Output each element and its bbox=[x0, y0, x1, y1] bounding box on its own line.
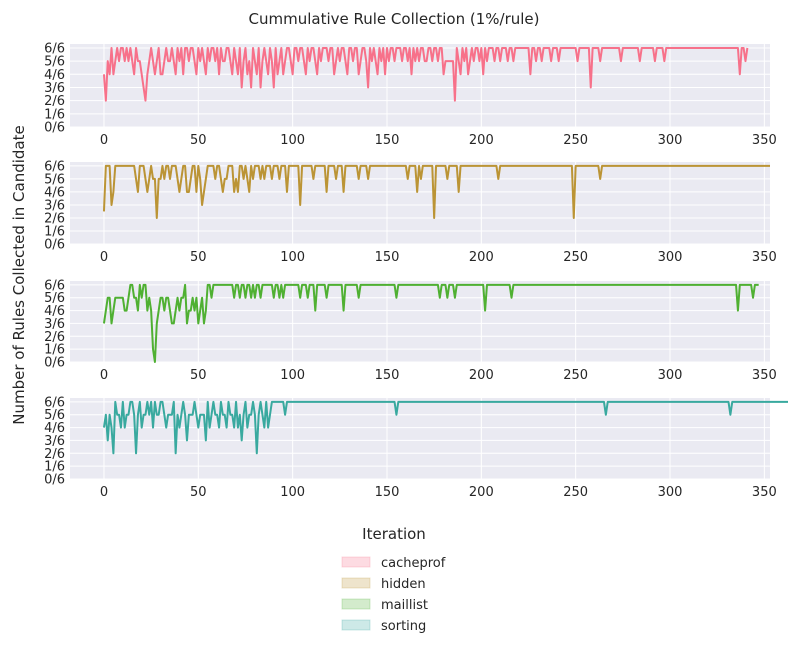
x-tick-label: 300 bbox=[658, 250, 683, 265]
x-tick-label: 250 bbox=[563, 250, 588, 265]
legend-swatch bbox=[341, 556, 371, 568]
y-tick-label: 2/6 bbox=[44, 330, 65, 345]
x-tick-label: 300 bbox=[658, 485, 683, 500]
x-tick-label: 250 bbox=[563, 133, 588, 148]
y-tick-label: 4/6 bbox=[44, 304, 65, 319]
panel-cacheprof: 0 50 100 150 200 250 300 350 0/61/62/63/64/65/66… bbox=[44, 41, 777, 148]
y-tick-label: 0/6 bbox=[44, 356, 65, 371]
y-tick-label: 0/6 bbox=[44, 473, 65, 488]
x-tick-label: 350 bbox=[752, 250, 777, 265]
x-tick-label: 100 bbox=[280, 485, 305, 500]
y-tick-label: 2/6 bbox=[44, 94, 65, 109]
x-tick-label: 50 bbox=[190, 250, 207, 265]
y-tick-label: 6/6 bbox=[44, 41, 65, 56]
x-tick-label: 0 bbox=[100, 250, 108, 265]
x-tick-label: 150 bbox=[375, 485, 400, 500]
legend-label: hidden bbox=[381, 577, 426, 592]
legend-label: maillist bbox=[381, 598, 428, 613]
panel-maillist: 0 50 100 150 200 250 300 350 0/61/62/63/64/65/66… bbox=[44, 278, 777, 383]
x-tick-label: 50 bbox=[190, 485, 207, 500]
y-tick-label: 3/6 bbox=[44, 198, 65, 213]
legend-item-cacheprof: cacheprof bbox=[341, 556, 446, 571]
x-tick-label: 0 bbox=[100, 485, 108, 500]
x-tick-label: 350 bbox=[752, 485, 777, 500]
legend-label: sorting bbox=[381, 619, 426, 634]
legend-item-hidden: hidden bbox=[341, 577, 426, 592]
x-tick-label: 150 bbox=[375, 250, 400, 265]
x-tick-label: 200 bbox=[469, 368, 494, 383]
y-tick-label: 6/6 bbox=[44, 278, 65, 293]
legend: cacheprof hidden maillist sorting bbox=[341, 556, 446, 634]
x-tick-label: 200 bbox=[469, 250, 494, 265]
x-tick-label: 250 bbox=[563, 368, 588, 383]
legend-item-sorting: sorting bbox=[341, 619, 426, 634]
legend-label: cacheprof bbox=[381, 556, 446, 571]
legend-item-maillist: maillist bbox=[341, 598, 428, 613]
y-axis-label: Number of Rules Collected in Candidate bbox=[10, 125, 28, 424]
y-tick-label: 1/6 bbox=[44, 224, 65, 239]
y-tick-label: 6/6 bbox=[44, 395, 65, 410]
legend-swatch bbox=[341, 598, 371, 610]
series-line-cacheprof bbox=[102, 46, 749, 102]
series-line-hidden bbox=[102, 164, 770, 219]
x-tick-label: 50 bbox=[190, 133, 207, 148]
x-tick-label: 350 bbox=[752, 133, 777, 148]
chart-title: Cummulative Rule Collection (1%/rule) bbox=[249, 10, 540, 28]
x-tick-label: 0 bbox=[100, 133, 108, 148]
y-tick-label: 0/6 bbox=[44, 121, 65, 136]
x-tick-label: 300 bbox=[658, 133, 683, 148]
legend-swatch bbox=[341, 619, 371, 631]
legend-swatch bbox=[341, 577, 371, 589]
y-tick-label: 0/6 bbox=[44, 238, 65, 253]
x-axis-label: Iteration bbox=[362, 525, 426, 543]
y-tick-label: 1/6 bbox=[44, 107, 65, 122]
x-tick-label: 250 bbox=[563, 485, 588, 500]
y-tick-label: 5/6 bbox=[44, 291, 65, 306]
x-tick-label: 50 bbox=[190, 368, 207, 383]
x-tick-label: 100 bbox=[280, 133, 305, 148]
y-tick-label: 4/6 bbox=[44, 185, 65, 200]
x-tick-label: 200 bbox=[469, 133, 494, 148]
y-tick-label: 4/6 bbox=[44, 421, 65, 436]
x-tick-label: 150 bbox=[375, 368, 400, 383]
y-tick-label: 2/6 bbox=[44, 447, 65, 462]
y-tick-label: 3/6 bbox=[44, 434, 65, 449]
series-line-sorting bbox=[102, 400, 788, 455]
panel-hidden: 0 50 100 150 200 250 300 350 0/61/62/63/64/65/66… bbox=[44, 159, 777, 265]
y-tick-label: 5/6 bbox=[44, 55, 65, 70]
x-tick-label: 150 bbox=[375, 133, 400, 148]
y-tick-label: 5/6 bbox=[44, 172, 65, 187]
y-tick-label: 4/6 bbox=[44, 68, 65, 83]
series-line-maillist bbox=[102, 283, 759, 363]
x-tick-label: 200 bbox=[469, 485, 494, 500]
y-tick-label: 3/6 bbox=[44, 317, 65, 332]
y-tick-label: 1/6 bbox=[44, 460, 65, 475]
x-tick-label: 300 bbox=[658, 368, 683, 383]
x-tick-label: 100 bbox=[280, 368, 305, 383]
y-tick-label: 3/6 bbox=[44, 81, 65, 96]
panel-sorting: 0 50 100 150 200 250 300 350 0/61/62/63/64/65/66… bbox=[44, 395, 788, 500]
y-tick-label: 2/6 bbox=[44, 211, 65, 226]
y-tick-label: 1/6 bbox=[44, 343, 65, 358]
x-tick-label: 100 bbox=[280, 250, 305, 265]
y-tick-label: 6/6 bbox=[44, 159, 65, 174]
y-tick-label: 5/6 bbox=[44, 408, 65, 423]
panels: 0 50 100 150 200 250 300 3500/61/62/63/64/65/66… bbox=[44, 41, 788, 500]
x-tick-label: 350 bbox=[752, 368, 777, 383]
x-tick-label: 0 bbox=[100, 368, 108, 383]
